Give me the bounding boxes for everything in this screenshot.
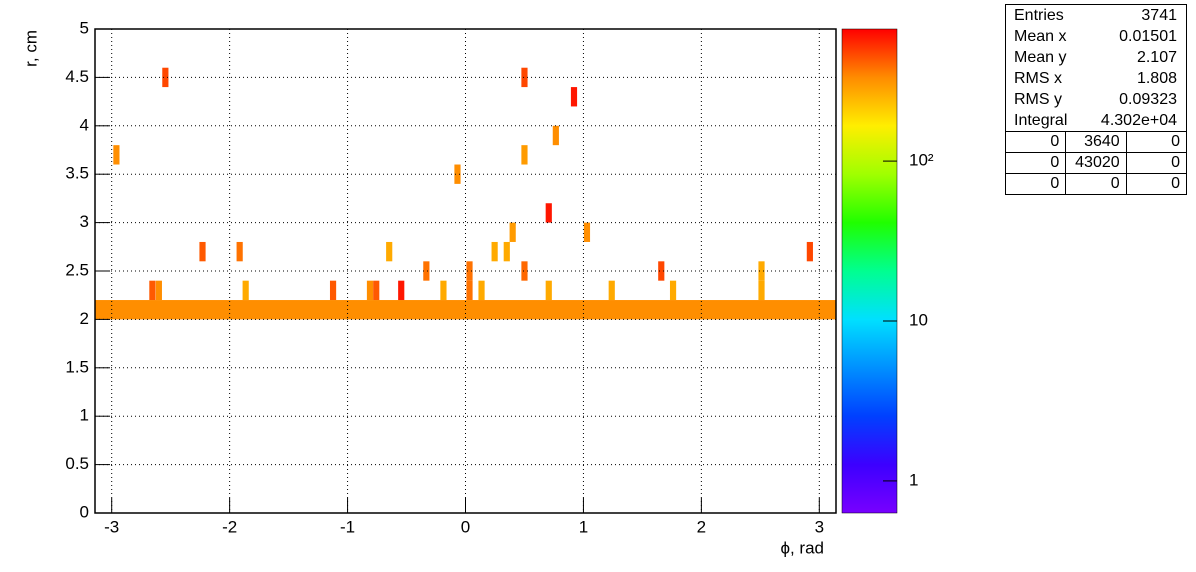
stats-value: 0.01501	[1119, 28, 1177, 45]
cell	[583, 222, 591, 242]
y-tick-label: 4	[80, 115, 89, 134]
cell	[366, 280, 374, 301]
x-tick-label: -3	[104, 517, 119, 536]
cell	[113, 145, 120, 165]
cell	[440, 280, 447, 301]
x-tick-label: -2	[222, 517, 237, 536]
stats-grid-cell: 3640	[1065, 132, 1125, 152]
x-tick-label: 1	[579, 517, 588, 536]
cell	[242, 280, 249, 301]
cell	[521, 261, 528, 281]
stats-row: Entries 3741	[1006, 5, 1186, 26]
cell	[373, 280, 380, 301]
stats-value: 1.808	[1136, 70, 1177, 87]
cell	[162, 67, 169, 88]
y-tick-label: 0	[80, 502, 89, 521]
stats-grid-row: 0 43020 0	[1006, 152, 1186, 173]
stats-row: Integral 4.302e+04	[1006, 110, 1186, 131]
cell	[545, 203, 552, 223]
cell	[521, 145, 528, 165]
stats-row: Mean y 2.107	[1006, 47, 1186, 68]
y-tick-label: 4.5	[65, 67, 89, 86]
cell	[466, 261, 473, 281]
cell	[149, 280, 156, 301]
stats-row: RMS x 1.808	[1006, 68, 1186, 89]
cell	[658, 261, 665, 281]
stats-grid-cell: 43020	[1065, 153, 1125, 173]
cell	[386, 241, 393, 262]
cell	[329, 280, 337, 301]
x-tick-label: 3	[815, 517, 824, 536]
cell	[398, 280, 405, 301]
stats-grid-row: 0 3640 0	[1006, 131, 1186, 152]
cell	[478, 280, 485, 301]
cell	[236, 241, 243, 262]
z-tick-label: 10	[909, 310, 928, 329]
stats-value: 3741	[1141, 7, 1177, 24]
x-tick-label: 2	[697, 517, 706, 536]
y-tick-label: 2.5	[65, 260, 89, 279]
stats-grid-cell: 0	[1125, 132, 1186, 152]
z-tick-label: 10²	[909, 151, 934, 170]
stats-grid-cell: 0	[1050, 175, 1060, 192]
cell	[758, 280, 765, 301]
cell	[199, 241, 206, 262]
cell	[503, 241, 510, 262]
cell	[758, 261, 765, 281]
x-axis-title: ϕ, rad	[780, 538, 824, 557]
cell	[570, 87, 578, 107]
stats-label: Mean x	[1014, 28, 1067, 45]
y-tick-label: 3	[80, 212, 89, 231]
cell	[454, 164, 461, 184]
stats-value: 4.302e+04	[1100, 112, 1177, 129]
cell	[545, 280, 552, 301]
y-tick-label: 1.5	[65, 357, 89, 376]
y-tick-label: 5	[80, 18, 89, 37]
stats-box: Entries 3741 Mean x 0.01501 Mean y 2.107 RMS x…	[1005, 4, 1187, 195]
cell	[608, 280, 615, 301]
cell	[466, 280, 473, 301]
stats-grid-cell: 0	[1065, 174, 1125, 194]
cell	[806, 241, 813, 262]
cell	[521, 67, 528, 88]
plot-frame	[94, 28, 837, 514]
y-axis-title: r, cm	[21, 30, 40, 67]
z-tick-label: 1	[909, 470, 918, 489]
stats-label: RMS y	[1014, 91, 1062, 108]
stats-grid-cell: 0	[1050, 154, 1060, 171]
x-tick-label: -1	[340, 517, 355, 536]
y-tick-label: 3.5	[65, 164, 89, 183]
stats-row: Mean x 0.01501	[1006, 26, 1186, 47]
cell	[552, 125, 559, 146]
y-tick-label: 1	[80, 406, 89, 425]
stats-label: Mean y	[1014, 49, 1067, 66]
y-tick-label: 0.5	[65, 454, 89, 473]
color-bar-frame	[841, 28, 898, 514]
y-tick-label: 2	[80, 309, 89, 328]
stats-grid-cell: 0	[1050, 133, 1060, 150]
stats-label: RMS x	[1014, 70, 1062, 87]
stats-label: Entries	[1014, 7, 1064, 24]
stats-grid-cell: 0	[1125, 153, 1186, 173]
cell	[509, 222, 516, 242]
cell	[423, 261, 430, 281]
cell	[155, 280, 162, 301]
stats-value: 2.107	[1136, 49, 1177, 66]
color-bar	[842, 29, 897, 513]
stats-grid-cell: 0	[1125, 174, 1186, 194]
x-tick-label: 0	[461, 517, 470, 536]
cell	[491, 241, 498, 262]
stats-value: 0.09323	[1119, 91, 1177, 108]
stats-label: Integral	[1014, 112, 1068, 129]
stats-row: RMS y 0.09323	[1006, 89, 1186, 110]
cell	[669, 280, 677, 301]
